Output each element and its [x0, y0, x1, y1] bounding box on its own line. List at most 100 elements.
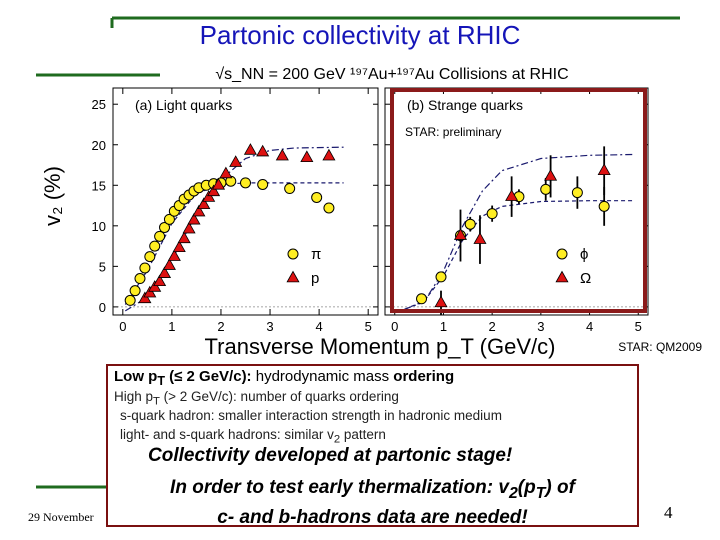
x-tick-label: 0: [119, 319, 126, 334]
y-tick-label: 25: [92, 97, 106, 112]
data-point-phi: [540, 183, 552, 195]
data-point-pi: [134, 273, 146, 285]
fit-curve: [124, 182, 344, 305]
data-point-pi: [163, 213, 175, 225]
y-tick-label: 10: [92, 219, 106, 234]
panel-label: (a) Light quarks: [135, 97, 232, 113]
data-point-proton: [143, 285, 157, 298]
data-point-omega: [544, 169, 558, 181]
legend-label: ϕ: [580, 246, 588, 263]
data-point-proton: [153, 274, 167, 287]
legend-circle-marker: [556, 248, 568, 260]
legend-triangle-marker: [555, 270, 569, 283]
callout-s-quark-line: s-quark hadron: smaller interaction stre…: [120, 408, 502, 423]
data-point-proton: [172, 240, 186, 253]
callout-high-pt-line: High pT (> 2 GeV/c): number of quarks or…: [114, 389, 399, 408]
x-tick-label: 3: [266, 319, 273, 334]
data-point-proton: [162, 258, 176, 270]
star-qm2009-label: STAR: QM2009: [618, 340, 702, 354]
data-point-pi: [129, 285, 141, 297]
y-tick-label: 5: [99, 259, 106, 274]
data-point-pi: [323, 202, 335, 214]
data-point-proton: [182, 221, 196, 234]
legend-label: Ω: [580, 270, 591, 287]
data-point-phi: [571, 187, 583, 199]
data-point-pi: [144, 251, 156, 263]
legend-triangle-marker: [286, 270, 300, 283]
x-tick-label: 4: [586, 319, 593, 334]
y-tick-label: 20: [92, 138, 106, 153]
footer-date: 29 November: [28, 510, 94, 524]
data-point-pi: [154, 230, 166, 242]
panel-strange-quarks: 0 1 2 3 4 5 (b) Strange quarks ϕΩ STAR: prelimin…: [384, 87, 649, 334]
data-point-proton: [138, 291, 152, 304]
data-point-omega: [505, 189, 519, 201]
data-point-proton: [177, 231, 191, 244]
data-point-pi: [284, 183, 296, 195]
slide-title: Partonic collectivity at RHIC: [199, 20, 521, 50]
chart-title: √s_NN = 200 GeV ¹⁹⁷Au+¹⁹⁷Au Collisions a…: [215, 66, 568, 83]
highlight-box: [390, 88, 647, 313]
data-point-pi: [240, 177, 251, 189]
x-tick-label: 4: [315, 319, 322, 334]
panel-light-quarks: 0 1 2 3 4 5 (a) Light quarks πp: [112, 87, 379, 334]
fit-curve: [404, 153, 634, 310]
data-point-omega: [453, 228, 468, 240]
data-point-phi: [435, 271, 447, 283]
data-point-proton: [202, 190, 216, 202]
data-point-pi: [124, 294, 136, 306]
x-tick-label: 1: [168, 319, 175, 334]
y-tick-label: 15: [92, 178, 106, 193]
legend-label: p: [311, 270, 319, 287]
y-tick-label: 0: [99, 300, 106, 315]
data-point-omega: [597, 163, 611, 175]
data-point-proton: [219, 166, 233, 179]
x-axis-label: Transverse Momentum p_T (GeV/c): [205, 334, 556, 359]
x-tick-label: 5: [635, 319, 642, 334]
data-point-proton: [300, 150, 314, 163]
callout-conclusion: Collectivity developed at partonic stage…: [148, 445, 513, 466]
data-point-proton: [256, 144, 270, 157]
data-point-proton: [211, 177, 226, 190]
page-number: 4: [664, 503, 673, 522]
data-point-phi: [464, 218, 476, 230]
data-point-phi: [598, 200, 610, 212]
data-point-proton: [167, 249, 181, 261]
x-tick-label: 3: [537, 319, 544, 334]
data-point-proton: [207, 184, 221, 197]
data-point-proton: [322, 148, 336, 161]
data-point-pi: [149, 240, 161, 252]
data-point-pi: [139, 262, 151, 274]
data-point-phi: [416, 293, 428, 305]
data-point-proton: [187, 212, 201, 225]
x-tick-label: 1: [440, 319, 447, 334]
data-point-pi: [257, 178, 269, 190]
fit-curve: [404, 200, 634, 310]
data-point-proton: [229, 155, 243, 167]
x-tick-label: 0: [391, 319, 398, 334]
summary-callout: Low pT (≤ 2 GeV/c): hydrodynamic mass or…: [106, 364, 639, 528]
x-tick-label: 5: [365, 319, 372, 334]
data-point-proton: [192, 204, 206, 217]
legend-label: π: [311, 246, 321, 263]
data-point-phi: [486, 208, 498, 220]
legend-circle-marker: [287, 248, 299, 260]
x-tick-label: 2: [217, 319, 224, 334]
data-point-pi: [159, 221, 171, 233]
data-point-omega: [473, 232, 487, 244]
data-point-proton: [243, 143, 257, 155]
callout-outlook: In order to test early thermalization: v…: [170, 477, 575, 528]
y-axis-label: v₂ (%): [40, 166, 65, 226]
data-point-proton: [148, 280, 162, 292]
panel-label: (b) Strange quarks: [407, 97, 523, 113]
x-tick-label: 2: [489, 319, 496, 334]
data-point-omega: [434, 295, 448, 308]
data-point-proton: [197, 197, 211, 210]
callout-similar-pattern-line: light- and s-quark hadrons: similar v2 p…: [120, 427, 386, 446]
callout-low-pt-line: Low pT (≤ 2 GeV/c): hydrodynamic mass or…: [114, 368, 455, 388]
data-point-pi: [311, 191, 323, 203]
panel-frame: [112, 87, 379, 316]
preliminary-label: STAR: preliminary: [405, 125, 501, 139]
data-point-proton: [275, 148, 289, 161]
